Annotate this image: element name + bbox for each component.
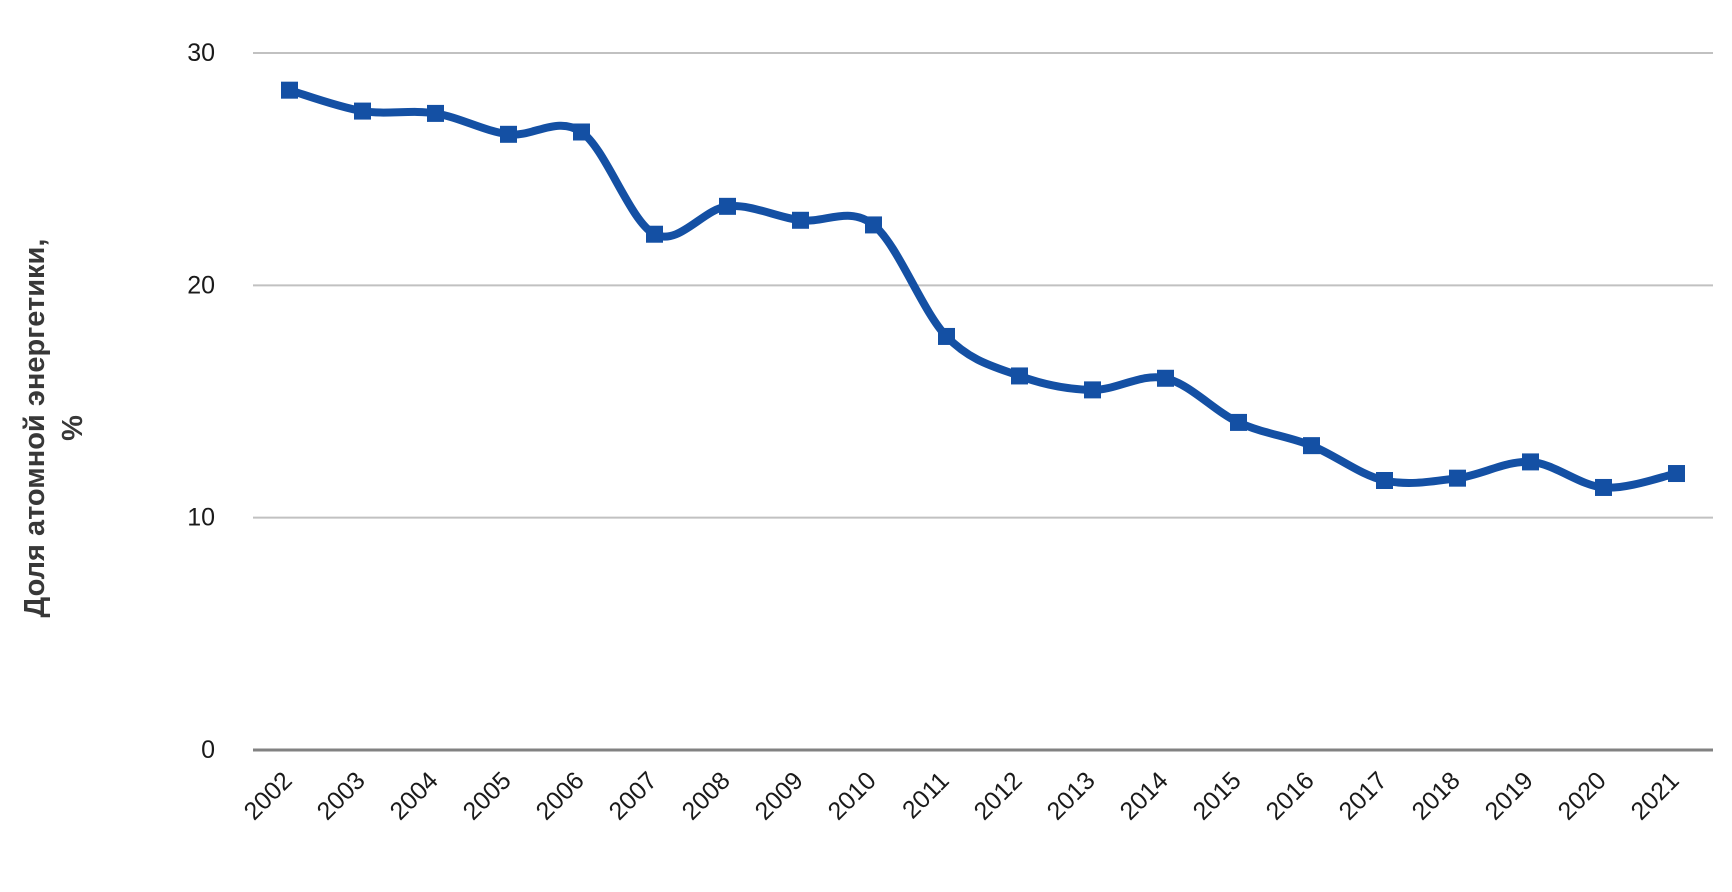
data-point-2011 <box>938 327 955 345</box>
data-point-2012 <box>1011 367 1028 385</box>
x-tick-label-2007: 2007 <box>604 766 663 825</box>
y-axis-title-line2: % <box>57 415 89 441</box>
data-point-2019 <box>1522 453 1539 471</box>
x-tick-label-2016: 2016 <box>1261 766 1320 825</box>
data-point-2008 <box>719 197 736 215</box>
data-point-2021 <box>1668 465 1685 483</box>
data-point-2018 <box>1449 469 1466 487</box>
x-tick-label-2008: 2008 <box>677 766 736 825</box>
x-tick-label-2003: 2003 <box>312 766 371 825</box>
x-tick-label-2014: 2014 <box>1115 766 1174 825</box>
data-point-2009 <box>792 211 809 229</box>
data-point-2010 <box>865 216 882 234</box>
data-point-2006 <box>573 123 590 141</box>
data-point-2017 <box>1376 471 1393 489</box>
x-tick-label-2013: 2013 <box>1042 766 1101 825</box>
x-tick-label-2010: 2010 <box>823 766 882 825</box>
x-tick-label-2017: 2017 <box>1334 766 1393 825</box>
data-point-2013 <box>1084 381 1101 399</box>
x-tick-label-2021: 2021 <box>1626 766 1685 825</box>
x-tick-label-2004: 2004 <box>385 766 444 825</box>
y-tick-label-30: 30 <box>187 39 215 67</box>
y-axis-title-line1: Доля атомной энергетики, <box>19 239 51 618</box>
x-tick-label-2012: 2012 <box>969 766 1028 825</box>
x-tick-label-2009: 2009 <box>750 766 809 825</box>
x-tick-label-2015: 2015 <box>1188 766 1247 825</box>
data-point-2003 <box>354 102 371 120</box>
series-line <box>285 86 1681 492</box>
data-point-2020 <box>1595 478 1612 496</box>
y-tick-label-20: 20 <box>187 271 215 299</box>
y-tick-label-10: 10 <box>187 504 215 532</box>
data-point-2002 <box>281 81 298 99</box>
x-tick-label-2005: 2005 <box>458 766 517 825</box>
data-point-2004 <box>427 104 444 122</box>
x-tick-label-2018: 2018 <box>1407 766 1466 825</box>
x-tick-label-2019: 2019 <box>1480 766 1539 825</box>
x-tick-label-2002: 2002 <box>239 766 298 825</box>
data-point-2014 <box>1157 369 1174 387</box>
data-point-2005 <box>500 125 517 143</box>
y-tick-label-0: 0 <box>201 736 215 764</box>
x-tick-label-2011: 2011 <box>897 766 955 824</box>
data-point-2016 <box>1303 437 1320 455</box>
x-tick-label-2020: 2020 <box>1553 766 1612 825</box>
data-point-2015 <box>1230 413 1247 431</box>
x-tick-label-2006: 2006 <box>531 766 590 825</box>
data-point-2007 <box>646 225 663 243</box>
